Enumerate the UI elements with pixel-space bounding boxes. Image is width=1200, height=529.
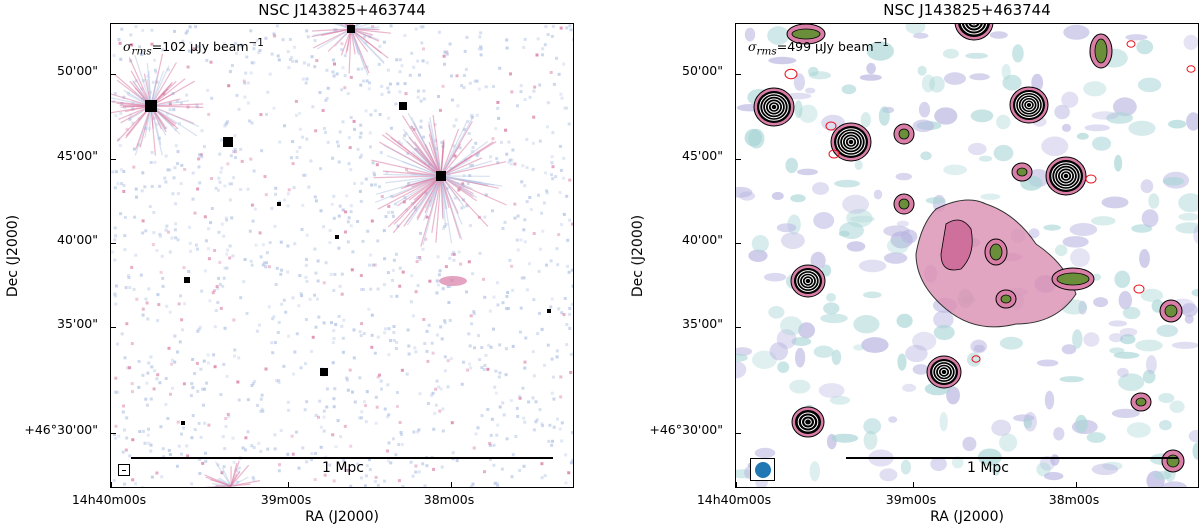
y-tick-mark bbox=[111, 433, 116, 434]
left-scale-bar bbox=[131, 457, 553, 459]
y-tick-mark bbox=[111, 243, 116, 244]
right-scale-bar bbox=[846, 457, 1178, 459]
y-tick-mark bbox=[111, 159, 116, 160]
right-y-axis-label: Dec (J2000) bbox=[630, 214, 646, 298]
y-tick-mark bbox=[111, 74, 116, 75]
y-tick-mark bbox=[736, 433, 741, 434]
right-image-frame[interactable]: σrms=499 μJy beam−1 1 Mpc bbox=[735, 23, 1199, 488]
right-ytick-2: 45'00" bbox=[682, 148, 723, 163]
left-beam-icon bbox=[122, 470, 126, 471]
right-ytick-5: +46°30'00" bbox=[649, 422, 723, 437]
left-x-axis-label: RA (J2000) bbox=[305, 509, 379, 525]
x-tick-mark bbox=[451, 482, 452, 487]
y-tick-mark bbox=[736, 74, 741, 75]
y-tick-mark bbox=[736, 243, 741, 244]
right-xtick-3: 38m00s bbox=[1048, 492, 1100, 507]
x-tick-mark bbox=[736, 482, 737, 487]
right-ytick-1: 50'00" bbox=[682, 63, 723, 78]
x-tick-mark bbox=[1076, 482, 1077, 487]
left-ytick-1: 50'00" bbox=[57, 63, 98, 78]
left-ytick-3: 40'00" bbox=[57, 232, 98, 247]
left-xtick-1: 14h40m00s bbox=[71, 492, 147, 507]
left-ytick-5: +46°30'00" bbox=[24, 422, 98, 437]
right-beam-icon bbox=[755, 462, 771, 478]
right-beam-box bbox=[750, 458, 775, 481]
left-radio-map bbox=[111, 24, 573, 487]
right-panel-title: NSC J143825+463744 bbox=[883, 1, 1051, 19]
left-xtick-3: 38m00s bbox=[423, 492, 475, 507]
right-ytick-4: 35'00" bbox=[682, 316, 723, 331]
x-tick-mark bbox=[288, 482, 289, 487]
right-x-axis-label: RA (J2000) bbox=[930, 509, 1004, 525]
left-ytick-4: 35'00" bbox=[57, 316, 98, 331]
left-xtick-2: 39m00s bbox=[260, 492, 312, 507]
right-xtick-2: 39m00s bbox=[885, 492, 937, 507]
left-panel-title: NSC J143825+463744 bbox=[258, 1, 426, 19]
left-ytick-2: 45'00" bbox=[57, 148, 98, 163]
y-tick-mark bbox=[111, 327, 116, 328]
left-radio-image-panel: NSC J143825+463744 σrms=102 μJy beam−1 1… bbox=[5, 1, 574, 525]
x-tick-mark bbox=[111, 482, 112, 487]
right-scale-label: 1 Mpc bbox=[966, 460, 1010, 476]
right-radio-image-panel: NSC J143825+463744 σrms=499 μJy beam−1 1… bbox=[600, 0, 1200, 529]
left-beam-box bbox=[118, 464, 130, 476]
right-radio-map bbox=[736, 24, 1198, 487]
x-tick-mark bbox=[913, 482, 914, 487]
right-rms-label: σrms=499 μJy beam−1 bbox=[748, 37, 889, 58]
y-tick-mark bbox=[736, 327, 741, 328]
left-scale-label: 1 Mpc bbox=[321, 460, 365, 476]
right-xtick-1: 14h40m00s bbox=[696, 492, 772, 507]
left-y-axis-label: Dec (J2000) bbox=[5, 214, 21, 298]
y-tick-mark bbox=[736, 159, 741, 160]
left-image-frame[interactable]: σrms=102 μJy beam−1 1 Mpc bbox=[110, 23, 574, 488]
left-rms-label: σrms=102 μJy beam−1 bbox=[123, 37, 264, 58]
right-ytick-3: 40'00" bbox=[682, 232, 723, 247]
